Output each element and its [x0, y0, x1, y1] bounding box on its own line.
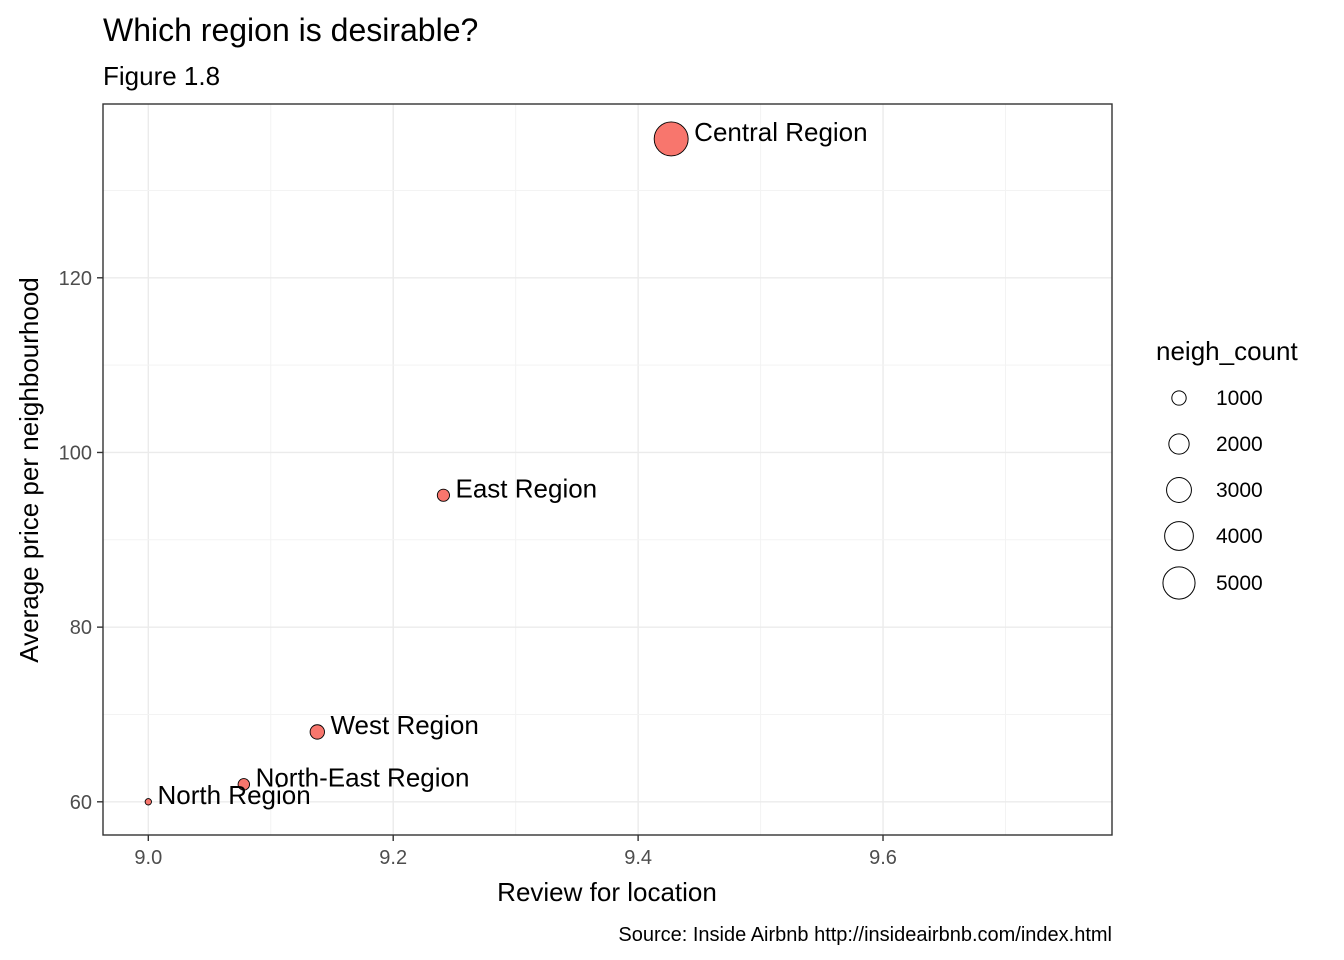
panel-border — [102, 103, 1113, 836]
y-tick-label: 100 — [59, 442, 92, 464]
legend-label: 1000 — [1216, 387, 1263, 410]
legend-key — [1171, 390, 1187, 406]
legend-label: 3000 — [1216, 479, 1263, 502]
legend-key — [1166, 477, 1192, 503]
plot-panel — [103, 104, 1112, 835]
data-points — [144, 121, 689, 806]
chart-subtitle: Figure 1.8 — [103, 61, 220, 91]
grid-lines — [103, 104, 1112, 835]
x-tick-label: 9.4 — [624, 847, 652, 869]
data-point — [144, 798, 152, 806]
point-label: North Region — [158, 780, 311, 810]
x-tick-label: 9.0 — [134, 847, 162, 869]
data-point — [653, 121, 689, 157]
data-point — [237, 778, 251, 791]
legend-label: 2000 — [1216, 433, 1263, 456]
y-tick-label: 60 — [70, 792, 92, 814]
axis-ticks: 9.0 9.2 9.4 9.6 60 80 100 120 — [59, 268, 897, 869]
x-tick-label: 9.6 — [869, 847, 897, 869]
y-tick-label: 80 — [70, 617, 92, 639]
legend-key — [1162, 566, 1196, 600]
x-axis-title: Review for location — [497, 877, 717, 907]
chart-caption: Source: Inside Airbnb http://insideairbn… — [618, 924, 1112, 946]
point-label: West Region — [330, 710, 478, 740]
x-tick-label: 9.2 — [379, 847, 407, 869]
y-tick-label: 120 — [59, 268, 92, 290]
chart-title: Which region is desirable? — [103, 12, 478, 48]
point-label: North-East Region — [256, 762, 470, 792]
legend-key — [1164, 521, 1194, 551]
y-axis-title: Average price per neighbourhood — [14, 277, 44, 662]
legend-label: 5000 — [1216, 572, 1263, 595]
legend-title: neigh_count — [1156, 336, 1298, 366]
legend-key — [1168, 433, 1190, 455]
legend: neigh_count 1000 2000 3000 4000 5000 — [1156, 336, 1298, 600]
legend-label: 4000 — [1216, 525, 1263, 548]
point-label: East Region — [456, 473, 598, 503]
point-label: Central Region — [694, 117, 867, 147]
data-point — [309, 724, 325, 740]
point-labels: Central Region East Region West Region Nort… — [158, 117, 868, 810]
data-point — [436, 488, 450, 502]
